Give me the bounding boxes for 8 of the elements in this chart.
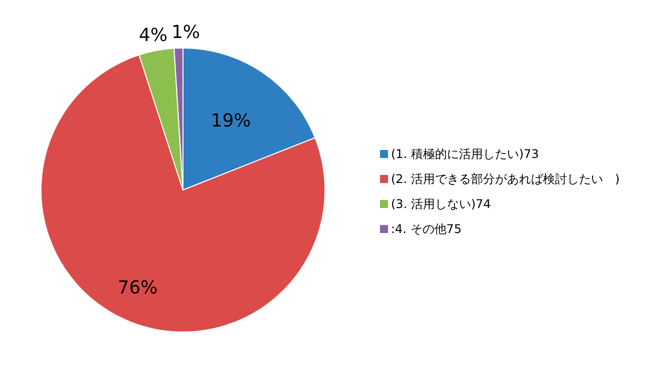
legend-label: (2. 活用できる部分があれば検討したい ) — [391, 172, 620, 186]
data-label: 4% — [138, 24, 168, 46]
legend-label: (1. 積極的に活用したい)73 — [391, 147, 539, 161]
legend-label: :4. その他75 — [391, 222, 462, 236]
data-label: 1% — [171, 22, 200, 44]
data-label: 76% — [118, 277, 158, 298]
data-label: 19% — [210, 110, 251, 132]
legend-label: (3. 活用しない)74 — [391, 197, 491, 211]
